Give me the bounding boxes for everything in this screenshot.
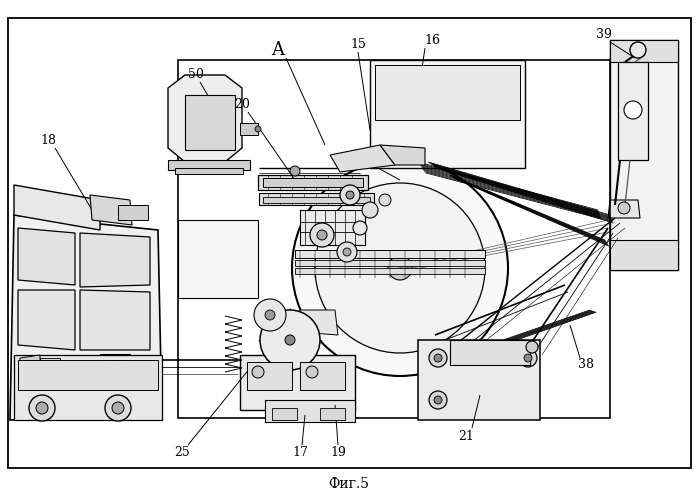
Circle shape — [112, 402, 124, 414]
Circle shape — [317, 230, 327, 240]
Text: 20: 20 — [234, 98, 250, 110]
Text: A: A — [271, 41, 284, 59]
Circle shape — [265, 310, 275, 320]
Bar — [18, 360, 158, 390]
Polygon shape — [168, 75, 242, 162]
Bar — [259, 193, 374, 205]
Circle shape — [255, 126, 261, 132]
Text: 22: 22 — [362, 153, 378, 166]
Circle shape — [429, 391, 447, 409]
Polygon shape — [608, 200, 640, 218]
Bar — [610, 40, 678, 270]
Bar — [100, 354, 130, 378]
Circle shape — [29, 395, 55, 421]
Bar — [240, 355, 355, 410]
Circle shape — [340, 185, 360, 205]
Polygon shape — [10, 215, 162, 420]
Circle shape — [434, 396, 442, 404]
Text: 21: 21 — [458, 430, 474, 443]
Bar — [178, 60, 610, 418]
Bar — [300, 362, 345, 390]
Bar — [168, 160, 250, 170]
Circle shape — [306, 366, 318, 378]
Bar — [40, 358, 60, 368]
Circle shape — [346, 191, 354, 199]
Bar — [610, 240, 678, 270]
Bar — [175, 168, 243, 174]
Circle shape — [519, 349, 537, 367]
Polygon shape — [380, 145, 425, 165]
Text: 38: 38 — [578, 358, 594, 372]
Polygon shape — [80, 290, 150, 350]
Text: 17: 17 — [292, 446, 308, 459]
Bar — [370, 60, 525, 168]
Text: 19: 19 — [330, 446, 346, 459]
Bar — [375, 65, 520, 120]
Bar — [118, 205, 148, 220]
Circle shape — [337, 242, 357, 262]
Circle shape — [36, 402, 48, 414]
Bar — [265, 400, 355, 422]
Bar — [108, 360, 123, 372]
Circle shape — [526, 341, 538, 353]
Bar — [14, 355, 162, 420]
Circle shape — [254, 299, 286, 331]
Polygon shape — [20, 355, 40, 370]
Bar — [295, 250, 485, 258]
Polygon shape — [450, 340, 530, 365]
Bar — [263, 197, 370, 203]
Circle shape — [290, 166, 300, 176]
Polygon shape — [14, 185, 100, 230]
Bar — [263, 178, 363, 187]
Text: 15: 15 — [350, 38, 366, 50]
Text: 39: 39 — [596, 28, 612, 41]
Bar — [178, 220, 258, 298]
Bar — [295, 268, 485, 274]
Polygon shape — [18, 228, 75, 285]
Polygon shape — [330, 145, 395, 172]
Circle shape — [105, 395, 131, 421]
Polygon shape — [80, 233, 150, 287]
Circle shape — [630, 42, 646, 58]
Text: Фиг.5: Фиг.5 — [329, 477, 370, 491]
Circle shape — [379, 194, 391, 206]
Circle shape — [343, 248, 351, 256]
Bar — [240, 123, 258, 135]
Circle shape — [252, 366, 264, 378]
Bar — [300, 210, 365, 245]
Text: 50: 50 — [188, 67, 204, 81]
Bar — [320, 408, 345, 420]
Circle shape — [353, 221, 367, 235]
Circle shape — [292, 160, 508, 376]
Bar — [247, 362, 292, 390]
Polygon shape — [618, 62, 648, 160]
Circle shape — [429, 349, 447, 367]
Polygon shape — [298, 310, 338, 335]
Circle shape — [260, 310, 320, 370]
Bar — [295, 260, 485, 266]
Circle shape — [362, 202, 378, 218]
Bar — [272, 408, 297, 420]
Circle shape — [618, 202, 630, 214]
Circle shape — [524, 354, 532, 362]
Circle shape — [310, 223, 334, 247]
Bar — [185, 95, 235, 150]
Circle shape — [624, 101, 642, 119]
Circle shape — [388, 256, 412, 280]
Text: 16: 16 — [424, 34, 440, 47]
Bar — [55, 356, 105, 370]
Polygon shape — [418, 340, 540, 420]
Polygon shape — [90, 195, 132, 225]
Text: 25: 25 — [174, 446, 190, 459]
Circle shape — [315, 183, 485, 353]
Bar — [258, 175, 368, 190]
Circle shape — [285, 335, 295, 345]
Text: 18: 18 — [40, 134, 56, 147]
Polygon shape — [18, 290, 75, 350]
Circle shape — [434, 354, 442, 362]
Bar — [610, 40, 678, 62]
